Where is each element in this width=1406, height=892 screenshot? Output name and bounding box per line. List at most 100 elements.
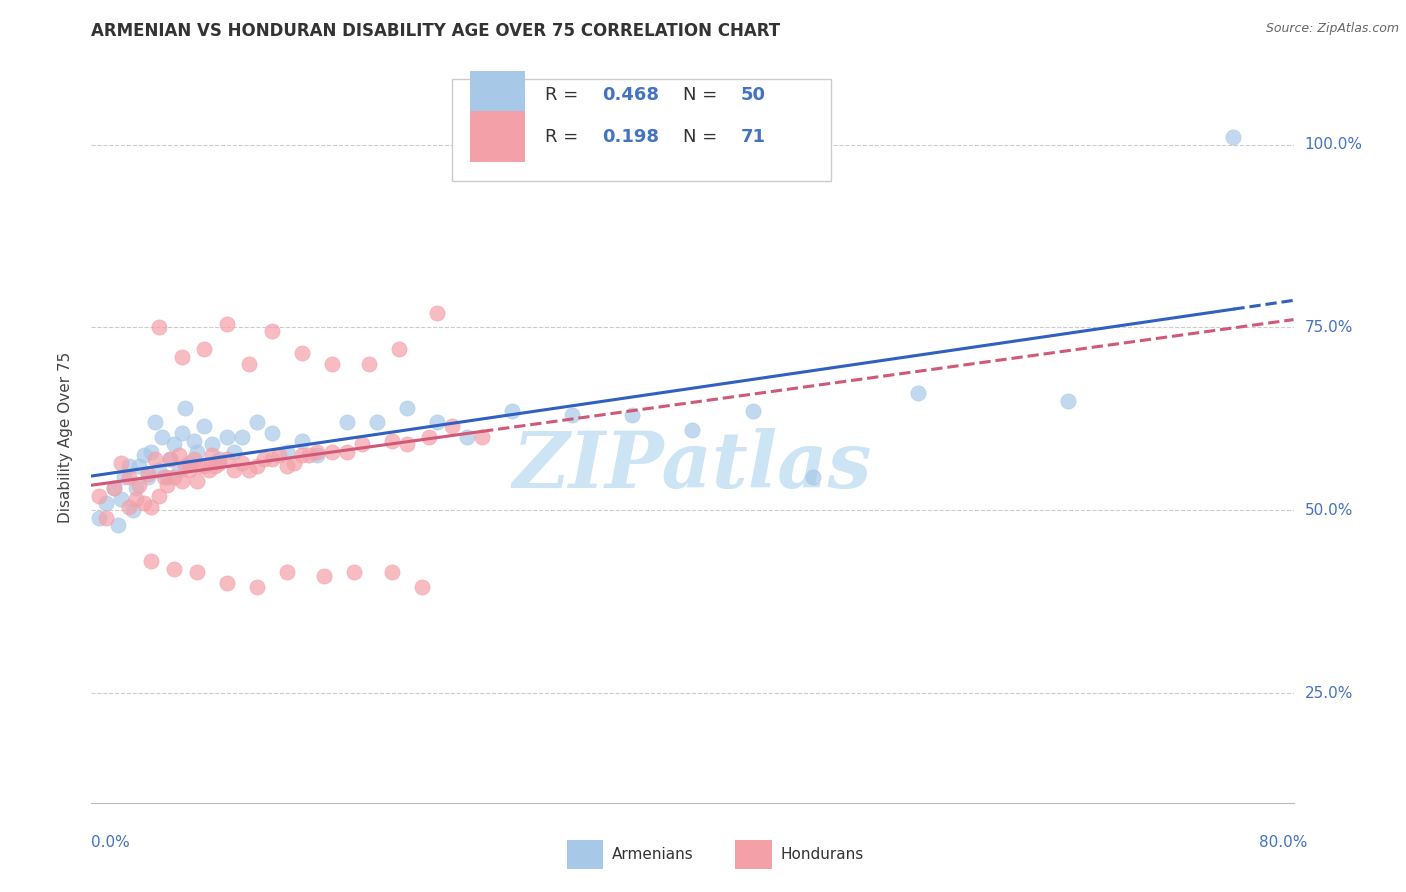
Point (231, 456, 253, 470)
Point (152, 470, 174, 484)
Point (238, 357, 260, 371)
Point (907, 386, 929, 401)
Point (186, 566, 208, 580)
Point (246, 580, 269, 594)
Point (197, 463, 219, 477)
Point (155, 477, 177, 491)
Point (170, 474, 193, 488)
Text: 0.468: 0.468 (602, 86, 659, 103)
Point (193, 343, 215, 357)
Point (148, 463, 170, 477)
Point (96, 496, 118, 510)
Text: 71: 71 (741, 128, 765, 145)
Point (173, 401, 195, 415)
Point (125, 492, 148, 507)
Point (118, 470, 141, 484)
Point (276, 459, 298, 474)
Point (291, 346, 314, 360)
Point (260, 452, 283, 467)
Point (411, 580, 433, 594)
Point (148, 489, 170, 503)
Point (183, 452, 205, 467)
Text: Hondurans: Hondurans (780, 847, 863, 862)
Point (440, 419, 463, 434)
Point (128, 459, 150, 474)
Text: R =: R = (544, 86, 583, 103)
Point (350, 437, 373, 451)
Point (201, 437, 224, 451)
Point (418, 430, 440, 444)
Text: ARMENIAN VS HONDURAN DISABILITY AGE OVER 75 CORRELATION CHART: ARMENIAN VS HONDURAN DISABILITY AGE OVER… (91, 22, 780, 40)
Point (395, 437, 418, 451)
Text: 25.0%: 25.0% (1305, 686, 1353, 700)
Point (741, 404, 763, 418)
Point (208, 452, 231, 467)
Point (103, 481, 125, 495)
Point (260, 426, 283, 441)
Point (87, 510, 110, 524)
Point (163, 470, 186, 484)
Point (208, 456, 231, 470)
Point (343, 566, 366, 580)
Point (138, 470, 160, 484)
Point (118, 500, 141, 514)
Point (314, 569, 336, 583)
Point (141, 500, 163, 514)
Text: 0.0%: 0.0% (91, 836, 131, 850)
Text: 0.198: 0.198 (602, 128, 659, 145)
Point (103, 481, 125, 495)
Point (224, 444, 246, 458)
Point (87, 489, 110, 503)
Point (426, 306, 449, 320)
Point (138, 467, 160, 481)
Point (110, 492, 132, 507)
Point (186, 474, 208, 488)
Text: Source: ZipAtlas.com: Source: ZipAtlas.com (1265, 22, 1399, 36)
Point (141, 554, 163, 568)
Point (215, 452, 238, 467)
Point (186, 444, 208, 458)
Point (193, 459, 215, 474)
Point (253, 452, 276, 467)
Point (110, 456, 132, 470)
Point (215, 317, 238, 331)
Point (276, 444, 298, 458)
Point (204, 459, 226, 474)
FancyBboxPatch shape (470, 70, 526, 120)
Text: 80.0%: 80.0% (1260, 836, 1308, 850)
Point (150, 430, 173, 444)
Point (193, 419, 215, 434)
Point (148, 320, 170, 334)
Point (159, 452, 181, 467)
Point (155, 470, 177, 484)
Point (456, 430, 478, 444)
Point (141, 444, 163, 458)
Point (188, 459, 211, 474)
Point (122, 503, 145, 517)
Point (246, 416, 269, 430)
Point (173, 459, 195, 474)
Point (388, 343, 411, 357)
Point (118, 459, 141, 474)
Point (246, 459, 269, 474)
Point (426, 416, 449, 430)
Y-axis label: Disability Age Over 75: Disability Age Over 75 (58, 351, 73, 523)
Point (561, 408, 583, 422)
Point (321, 357, 343, 371)
Point (501, 404, 523, 418)
Point (381, 566, 404, 580)
Point (163, 437, 186, 451)
Point (159, 452, 181, 467)
Point (298, 449, 321, 463)
Text: Armenians: Armenians (612, 847, 693, 862)
Point (177, 456, 200, 470)
Point (215, 576, 238, 591)
Point (291, 434, 314, 448)
Point (1057, 393, 1080, 408)
Point (336, 416, 359, 430)
Text: 50.0%: 50.0% (1305, 503, 1353, 517)
Point (170, 350, 193, 364)
Point (128, 477, 150, 491)
Point (114, 470, 136, 484)
Point (167, 463, 190, 477)
